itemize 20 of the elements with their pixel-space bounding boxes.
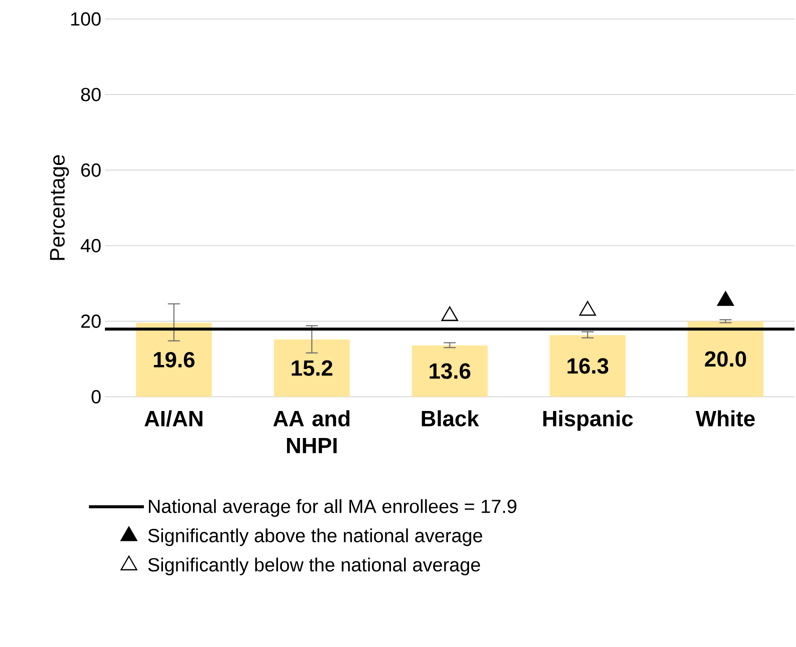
legend-label: National average for all MA enrollees = 17.9 — [148, 499, 516, 518]
x-tick-label: White — [696, 410, 755, 427]
y-axis-title: Percentage — [50, 155, 69, 260]
y-tick-label: 60 — [81, 164, 101, 178]
x-tick-label: AI/AN — [144, 410, 202, 427]
legend-label: Significantly below the national average — [148, 558, 480, 576]
data-label: 13.6 — [430, 363, 470, 380]
y-tick-label: 100 — [71, 12, 101, 26]
y-tick-label: 0 — [92, 390, 101, 404]
y-tick-label: 40 — [80, 239, 101, 253]
legend-label: Significantly above the national average — [148, 528, 482, 546]
data-label: 15.2 — [292, 360, 332, 376]
data-label: 20.0 — [704, 351, 746, 367]
y-tick-label: 20 — [81, 314, 101, 328]
x-tick-label: AA and NHPI — [273, 410, 350, 454]
x-tick-label: Hispanic — [543, 410, 633, 431]
y-tick-label: 80 — [81, 88, 101, 102]
data-label: 19.6 — [154, 352, 194, 368]
x-tick-label: Black — [422, 410, 480, 427]
data-label: 16.3 — [568, 358, 608, 374]
